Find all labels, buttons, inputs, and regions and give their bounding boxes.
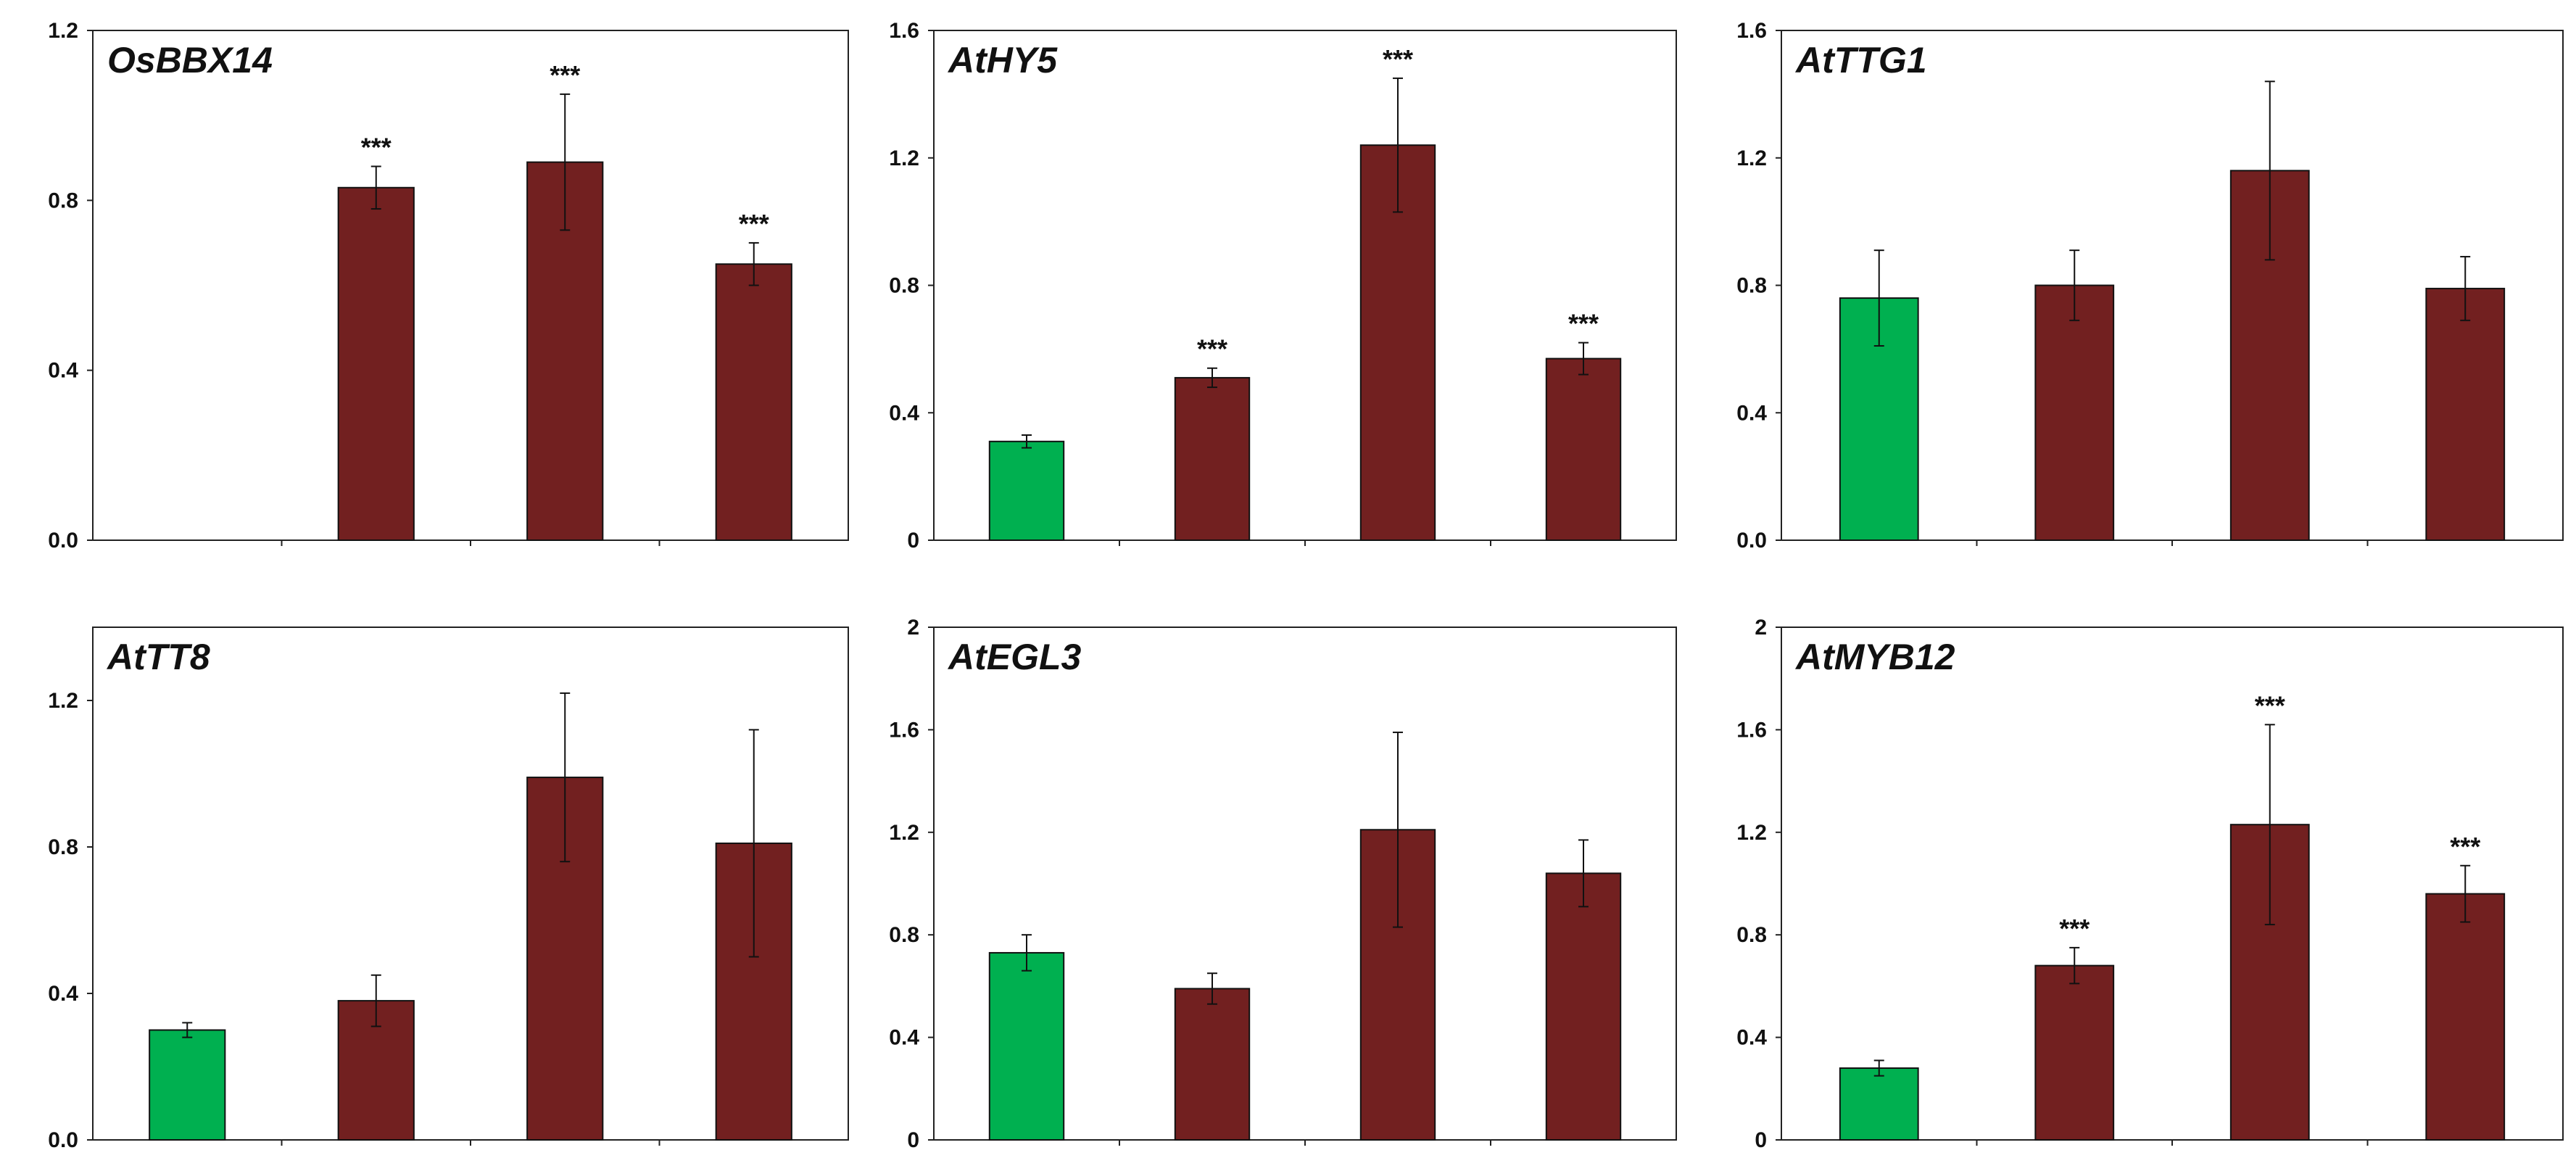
bar-1: [1839, 1067, 1919, 1141]
y-tick-label: 0.8: [889, 274, 919, 298]
y-tick-label: 0: [907, 529, 919, 553]
y-tick-label: 0.0: [1736, 529, 1767, 553]
bar-4: [2425, 893, 2506, 1141]
gene-title: AtMYB12: [1794, 637, 1955, 677]
error-bar-4: [1578, 342, 1589, 376]
error-bar-3: [1393, 731, 1403, 928]
y-tick-label: 1.2: [1736, 146, 1767, 170]
bar-2: [2034, 964, 2115, 1141]
bar-1: [988, 951, 1065, 1141]
chart-panel-6: 0 0.4 0.8 1.2 1.6 2 AtMYB12 *** *** ***: [1736, 616, 2564, 1152]
y-tick-label: 2: [907, 616, 919, 640]
gene-title: OsBBX14: [107, 40, 273, 80]
bar-1: [149, 1029, 226, 1141]
y-tick-label: 0.4: [48, 359, 78, 383]
significance-mark: ***: [2450, 832, 2480, 861]
y-tick-label: 1.2: [48, 689, 78, 713]
y-tick-label: 0: [1755, 1128, 1767, 1152]
y-tick-label: 1.2: [1736, 821, 1767, 845]
chart-panel-1: 0.0 0.4 0.8 1.2 OsBBX14 *** *** ***: [48, 19, 849, 553]
chart-panel-4: 0.0 0.4 0.8 1.2 AtTT8: [48, 627, 849, 1152]
significance-mark: ***: [1568, 309, 1599, 339]
bar-2: [1174, 376, 1251, 542]
y-tick-label: 0.8: [1736, 923, 1767, 947]
error-bar-4: [2460, 255, 2471, 321]
gene-title: AtHY5: [947, 40, 1058, 80]
chart-panel-2: 0 0.4 0.8 1.2 1.6 AtHY5 *** *** ***: [889, 19, 1677, 553]
error-bar-3: [560, 93, 571, 231]
error-bar-1: [1873, 249, 1884, 347]
y-tick-label: 0.0: [48, 529, 78, 553]
error-bar-2: [370, 165, 381, 210]
error-bar-1: [1873, 1059, 1884, 1077]
bar-2: [337, 186, 415, 541]
bar-1: [1839, 297, 1919, 541]
bar-4: [2425, 287, 2506, 541]
error-bar-2: [2069, 249, 2080, 321]
bar-4: [715, 263, 792, 541]
y-tick-label: 1.6: [1736, 19, 1767, 43]
y-tick-label: 0.4: [889, 1026, 919, 1050]
y-tick-label: 0.4: [1736, 1026, 1767, 1050]
y-tick-label: 1.6: [889, 19, 919, 43]
significance-mark: ***: [2059, 914, 2090, 943]
error-bar-3: [1393, 77, 1403, 213]
y-tick-label: 0.8: [889, 923, 919, 947]
error-bar-1: [182, 1022, 193, 1038]
error-bar-4: [748, 729, 759, 958]
chart-panel-3: 0.0 0.4 0.8 1.2 1.6 AtTTG1: [1736, 19, 2564, 553]
y-tick-label: 0.4: [1736, 401, 1767, 425]
y-tick-label: 1.6: [889, 718, 919, 742]
y-tick-label: 0.4: [889, 401, 919, 425]
y-tick-label: 0: [907, 1128, 919, 1152]
bar-2: [2034, 284, 2115, 541]
gene-title: AtTTG1: [1794, 40, 1927, 80]
y-tick-label: 1.2: [48, 19, 78, 43]
y-tick-label: 2: [1755, 616, 1767, 640]
significance-mark: ***: [361, 132, 392, 162]
error-bar-4: [748, 241, 759, 286]
error-bar-2: [2069, 946, 2080, 985]
error-bar-2: [1207, 972, 1217, 1005]
significance-mark: ***: [2255, 690, 2285, 720]
significance-mark: ***: [550, 60, 580, 90]
y-tick-label: 0.8: [48, 189, 78, 212]
chart-panel-5: 0 0.4 0.8 1.2 1.6 2 AtEGL3: [889, 616, 1677, 1152]
y-tick-label: 0.8: [1736, 274, 1767, 298]
significance-mark: ***: [739, 209, 769, 239]
y-tick-label: 0.0: [48, 1128, 78, 1152]
bar-2: [1174, 988, 1251, 1141]
error-bar-4: [2460, 864, 2471, 923]
significance-mark: ***: [1197, 334, 1227, 364]
error-bar-2: [370, 974, 381, 1028]
error-bar-2: [1207, 367, 1217, 389]
error-bar-3: [2264, 80, 2275, 261]
error-bar-3: [560, 692, 571, 863]
bar-1: [988, 440, 1065, 542]
y-tick-label: 1.2: [889, 821, 919, 845]
y-tick-label: 0.4: [48, 982, 78, 1006]
error-bar-1: [1022, 434, 1032, 449]
bar-4: [1545, 357, 1622, 541]
y-tick-label: 1.2: [889, 146, 919, 170]
error-bar-4: [1578, 839, 1589, 908]
error-bar-1: [1022, 934, 1032, 972]
gene-title: AtTT8: [106, 637, 210, 677]
gene-title: AtEGL3: [947, 637, 1082, 677]
y-tick-label: 0.8: [48, 835, 78, 859]
error-bar-3: [2264, 724, 2275, 926]
bar-4: [1545, 872, 1622, 1141]
y-tick-label: 1.6: [1736, 718, 1767, 742]
significance-mark: ***: [1383, 44, 1413, 74]
